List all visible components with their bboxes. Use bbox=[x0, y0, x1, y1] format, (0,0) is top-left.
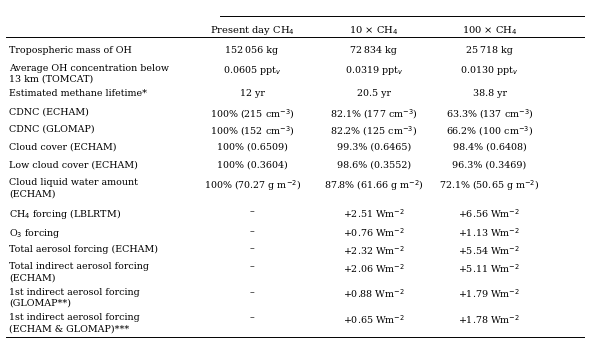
Text: 10 × CH$_4$: 10 × CH$_4$ bbox=[349, 24, 398, 37]
Text: 0.0605 ppt$_v$: 0.0605 ppt$_v$ bbox=[223, 64, 281, 77]
Text: CDNC (ECHAM): CDNC (ECHAM) bbox=[9, 107, 89, 116]
Text: –: – bbox=[249, 207, 255, 216]
Text: 100% (0.3604): 100% (0.3604) bbox=[217, 160, 287, 169]
Text: 38.8 yr: 38.8 yr bbox=[473, 89, 506, 98]
Text: Total aerosol forcing (ECHAM): Total aerosol forcing (ECHAM) bbox=[9, 244, 158, 254]
Text: +0.76 Wm$^{-2}$: +0.76 Wm$^{-2}$ bbox=[343, 227, 405, 239]
Text: 98.4% (0.6408): 98.4% (0.6408) bbox=[453, 143, 527, 152]
Text: +1.13 Wm$^{-2}$: +1.13 Wm$^{-2}$ bbox=[459, 227, 521, 239]
Text: Estimated methane lifetime*: Estimated methane lifetime* bbox=[9, 89, 147, 98]
Text: +1.78 Wm$^{-2}$: +1.78 Wm$^{-2}$ bbox=[459, 313, 521, 326]
Text: –: – bbox=[249, 227, 255, 236]
Text: –: – bbox=[249, 288, 255, 297]
Text: 87.8% (61.66 g m$^{-2}$): 87.8% (61.66 g m$^{-2}$) bbox=[324, 178, 424, 193]
Text: Average OH concentration below
13 km (TOMCAT): Average OH concentration below 13 km (TO… bbox=[9, 64, 169, 84]
Text: 82.2% (125 cm$^{-3}$): 82.2% (125 cm$^{-3}$) bbox=[330, 125, 417, 139]
Text: –: – bbox=[249, 244, 255, 253]
Text: 1st indirect aerosol forcing
(GLOMAP**): 1st indirect aerosol forcing (GLOMAP**) bbox=[9, 288, 139, 308]
Text: CH$_4$ forcing (LBLRTM): CH$_4$ forcing (LBLRTM) bbox=[9, 207, 121, 221]
Text: 100 × CH$_4$: 100 × CH$_4$ bbox=[462, 24, 517, 37]
Text: 100% (70.27 g m$^{-2}$): 100% (70.27 g m$^{-2}$) bbox=[203, 178, 301, 193]
Text: 100% (215 cm$^{-3}$): 100% (215 cm$^{-3}$) bbox=[210, 107, 294, 121]
Text: Total indirect aerosol forcing
(ECHAM): Total indirect aerosol forcing (ECHAM) bbox=[9, 262, 149, 282]
Text: O$_3$ forcing: O$_3$ forcing bbox=[9, 227, 60, 240]
Text: 99.3% (0.6465): 99.3% (0.6465) bbox=[336, 143, 411, 152]
Text: 63.3% (137 cm$^{-3}$): 63.3% (137 cm$^{-3}$) bbox=[446, 107, 533, 121]
Text: 12 yr: 12 yr bbox=[239, 89, 265, 98]
Text: 72 834 kg: 72 834 kg bbox=[350, 46, 397, 55]
Text: 98.6% (0.3552): 98.6% (0.3552) bbox=[337, 160, 411, 169]
Text: +6.56 Wm$^{-2}$: +6.56 Wm$^{-2}$ bbox=[459, 207, 521, 220]
Text: Tropospheric mass of OH: Tropospheric mass of OH bbox=[9, 46, 132, 55]
Text: 82.1% (177 cm$^{-3}$): 82.1% (177 cm$^{-3}$) bbox=[330, 107, 417, 121]
Text: Low cloud cover (ECHAM): Low cloud cover (ECHAM) bbox=[9, 160, 138, 169]
Text: +2.32 Wm$^{-2}$: +2.32 Wm$^{-2}$ bbox=[343, 244, 405, 257]
Text: Present day CH$_4$: Present day CH$_4$ bbox=[210, 24, 294, 37]
Text: Cloud cover (ECHAM): Cloud cover (ECHAM) bbox=[9, 143, 116, 152]
Text: –: – bbox=[249, 313, 255, 322]
Text: CDNC (GLOMAP): CDNC (GLOMAP) bbox=[9, 125, 95, 134]
Text: +1.79 Wm$^{-2}$: +1.79 Wm$^{-2}$ bbox=[459, 288, 521, 300]
Text: 20.5 yr: 20.5 yr bbox=[357, 89, 391, 98]
Text: 152 056 kg: 152 056 kg bbox=[226, 46, 278, 55]
Text: 100% (152 cm$^{-3}$): 100% (152 cm$^{-3}$) bbox=[210, 125, 294, 139]
Text: 72.1% (50.65 g m$^{-2}$): 72.1% (50.65 g m$^{-2}$) bbox=[439, 178, 540, 193]
Text: +0.65 Wm$^{-2}$: +0.65 Wm$^{-2}$ bbox=[343, 313, 405, 326]
Text: 0.0130 ppt$_v$: 0.0130 ppt$_v$ bbox=[460, 64, 519, 77]
Text: 0.0319 ppt$_v$: 0.0319 ppt$_v$ bbox=[345, 64, 403, 77]
Text: Cloud liquid water amount
(ECHAM): Cloud liquid water amount (ECHAM) bbox=[9, 178, 138, 198]
Text: 100% (0.6509): 100% (0.6509) bbox=[217, 143, 287, 152]
Text: 1st indirect aerosol forcing
(ECHAM & GLOMAP)***: 1st indirect aerosol forcing (ECHAM & GL… bbox=[9, 313, 139, 333]
Text: 66.2% (100 cm$^{-3}$): 66.2% (100 cm$^{-3}$) bbox=[446, 125, 533, 139]
Text: +5.54 Wm$^{-2}$: +5.54 Wm$^{-2}$ bbox=[459, 244, 521, 257]
Text: 25 718 kg: 25 718 kg bbox=[466, 46, 513, 55]
Text: –: – bbox=[249, 262, 255, 271]
Text: +2.51 Wm$^{-2}$: +2.51 Wm$^{-2}$ bbox=[343, 207, 405, 220]
Text: +2.06 Wm$^{-2}$: +2.06 Wm$^{-2}$ bbox=[343, 262, 405, 275]
Text: +5.11 Wm$^{-2}$: +5.11 Wm$^{-2}$ bbox=[459, 262, 521, 275]
Text: +0.88 Wm$^{-2}$: +0.88 Wm$^{-2}$ bbox=[343, 288, 405, 300]
Text: 96.3% (0.3469): 96.3% (0.3469) bbox=[452, 160, 527, 169]
